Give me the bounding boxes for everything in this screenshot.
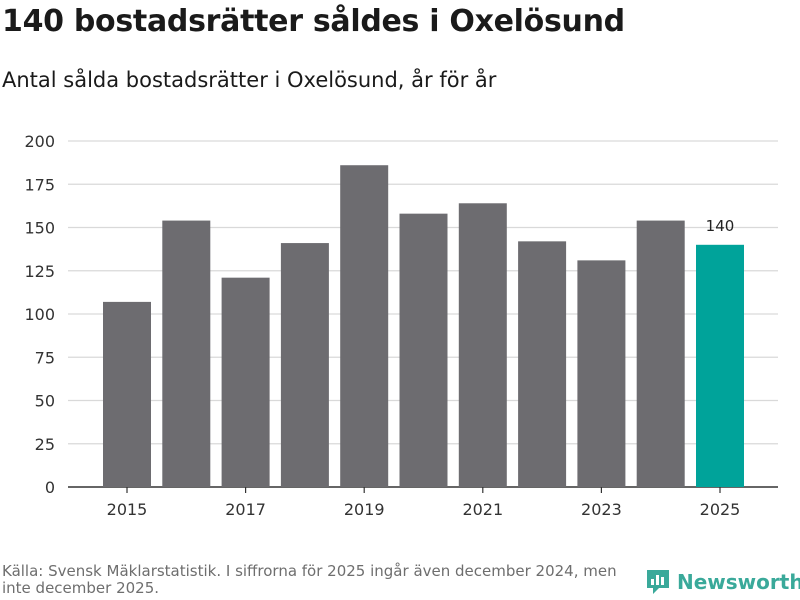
y-tick-label: 75: [35, 348, 55, 367]
brand-name: Newsworthy: [677, 570, 800, 594]
bar: [162, 220, 211, 487]
brand-logo: Newsworthy: [645, 568, 800, 596]
y-tick-label: 100: [24, 305, 55, 324]
x-tick-label: 2017: [225, 500, 266, 519]
y-tick-label: 200: [24, 132, 55, 151]
y-tick-label: 175: [24, 175, 55, 194]
data-label: 140: [706, 217, 735, 235]
y-tick-label: 0: [45, 478, 55, 497]
source-note: Källa: Svensk Mäklarstatistik. I siffror…: [2, 562, 617, 597]
chart-subtitle: Antal sålda bostadsrätter i Oxelösund, å…: [2, 68, 497, 92]
bar: [518, 241, 567, 487]
bar-highlight: [696, 244, 744, 487]
x-tick-label: 2015: [107, 500, 148, 519]
bar: [399, 213, 448, 487]
bar: [577, 260, 626, 487]
x-tick-label: 2021: [462, 500, 503, 519]
y-tick-label: 50: [35, 392, 55, 411]
bar: [221, 277, 270, 487]
x-tick-label: 2019: [344, 500, 385, 519]
newsworthy-logo-icon: [647, 570, 669, 594]
bar: [280, 243, 329, 487]
y-tick-label: 150: [24, 219, 55, 238]
x-tick-label: 2023: [581, 500, 622, 519]
bar: [458, 203, 507, 487]
x-tick-label: 2025: [700, 500, 741, 519]
bar: [103, 301, 151, 487]
bar: [636, 220, 685, 487]
y-tick-label: 125: [24, 262, 55, 281]
chart-title: 140 bostadsrätter såldes i Oxelösund: [2, 4, 625, 39]
bar: [340, 165, 389, 487]
y-tick-label: 25: [35, 435, 55, 454]
